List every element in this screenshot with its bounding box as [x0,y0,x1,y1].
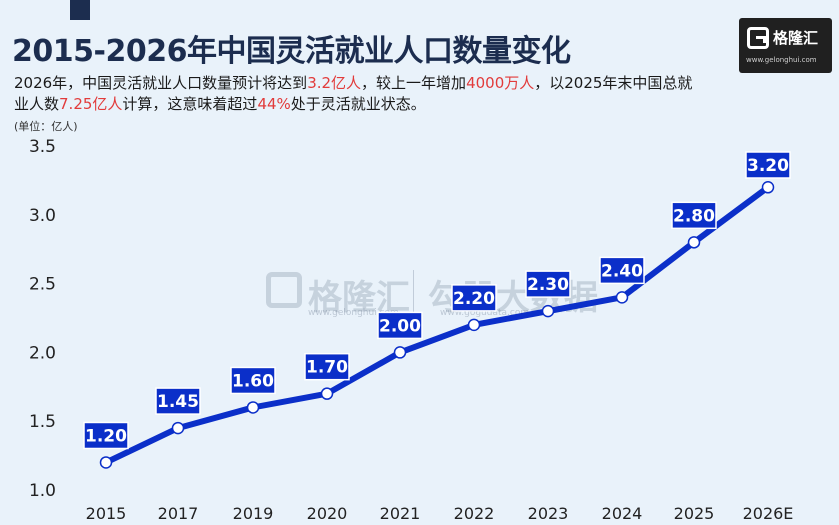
data-label: 2.20 [451,284,497,312]
y-tick-label: 3.0 [29,206,56,226]
chart-title: 2015-2026年中国灵活就业人口数量变化 [12,34,571,69]
logo-mark-icon [747,27,769,49]
x-tick-label: 2026E [743,504,794,523]
x-tick-label: 2019 [233,504,274,523]
data-point [99,456,113,469]
data-label-box [377,311,423,340]
unit-label: (单位：亿人) [14,120,78,133]
data-label-text: 1.45 [157,392,199,412]
data-label-text: 2.30 [527,275,569,295]
data-point [171,421,185,435]
subtitle-text: ，较上一年增加 [361,74,467,92]
x-tick-label: 2020 [307,504,348,523]
data-label-box [83,421,129,450]
y-tick-label: 2.0 [29,343,56,363]
y-tick-label: 1.0 [29,481,56,501]
data-label: 1.45 [155,387,201,415]
data-label-text: 1.70 [306,358,348,378]
data-label: 2.40 [599,256,645,285]
data-point [541,304,555,318]
data-point [393,346,407,359]
data-point [687,236,701,249]
subtitle-highlight: 3.2亿人 [307,74,362,92]
data-label: 1.20 [83,421,129,450]
data-label: 2.80 [671,201,717,230]
data-label-box [745,151,791,179]
chart-subtitle: 2026年，中国灵活就业人口数量预计将达到3.2亿人，较上一年增加4000万人，… [14,73,694,115]
data-label-text: 1.60 [232,371,274,391]
data-label: 3.20 [745,151,791,179]
data-point [467,318,481,332]
watermark-separator [413,270,414,312]
y-tick-label: 2.5 [29,275,56,295]
brand-logo: 格隆汇 www.gelonghui.com [739,18,832,73]
x-tick-label: 2015 [86,504,127,523]
watermark-brand2-url: www.gogudata.com [440,308,530,318]
data-label: 1.70 [304,352,350,381]
data-point [320,387,334,400]
data-label-text: 2.00 [379,316,421,336]
watermark-logo-icon [266,272,302,308]
data-label-box [230,366,276,395]
data-label: 1.60 [230,366,276,395]
data-label-text: 1.20 [85,426,127,446]
logo-url: www.gelonghui.com [746,56,817,64]
top-tab-decoration [70,0,90,20]
data-label-box [671,201,717,230]
data-label-box [155,387,201,415]
subtitle-highlight: 4000万人 [466,74,535,92]
data-label-box [599,256,645,285]
x-tick-label: 2022 [454,504,495,523]
y-tick-label: 3.5 [29,137,56,157]
data-point [761,181,775,194]
subtitle-text: ，以2025年末中国总就业人数 [14,74,693,113]
data-label-text: 3.20 [747,156,789,176]
x-tick-label: 2021 [380,504,421,523]
series-line [103,184,771,466]
watermark-brand1: 格隆汇 [308,278,410,318]
data-point [615,291,629,304]
y-tick-label: 1.5 [29,412,56,432]
data-label-box [525,270,571,298]
x-tick-label: 2025 [674,504,715,523]
subtitle-text: 处于灵活就业状态。 [290,95,426,113]
data-label: 2.30 [525,270,571,298]
x-tick-label: 2024 [602,504,643,523]
watermark-brand1-url: www.gelonghui.com [308,308,399,318]
data-point [246,401,260,414]
x-tick-label: 2023 [528,504,569,523]
data-label-text: 2.80 [673,206,715,226]
data-label-text: 2.40 [601,261,643,281]
subtitle-text: 计算，这意味着超过 [122,95,258,113]
subtitle-highlight: 44% [257,95,291,113]
logo-name: 格隆汇 [773,29,819,47]
x-tick-label: 2017 [158,504,199,523]
subtitle-highlight: 7.25亿人 [59,95,123,113]
subtitle-text: 2026年，中国灵活就业人口数量预计将达到 [14,74,308,92]
data-label-box [304,352,350,381]
data-label-text: 2.20 [453,289,495,309]
data-label-box [451,284,497,312]
data-label: 2.00 [377,311,423,340]
